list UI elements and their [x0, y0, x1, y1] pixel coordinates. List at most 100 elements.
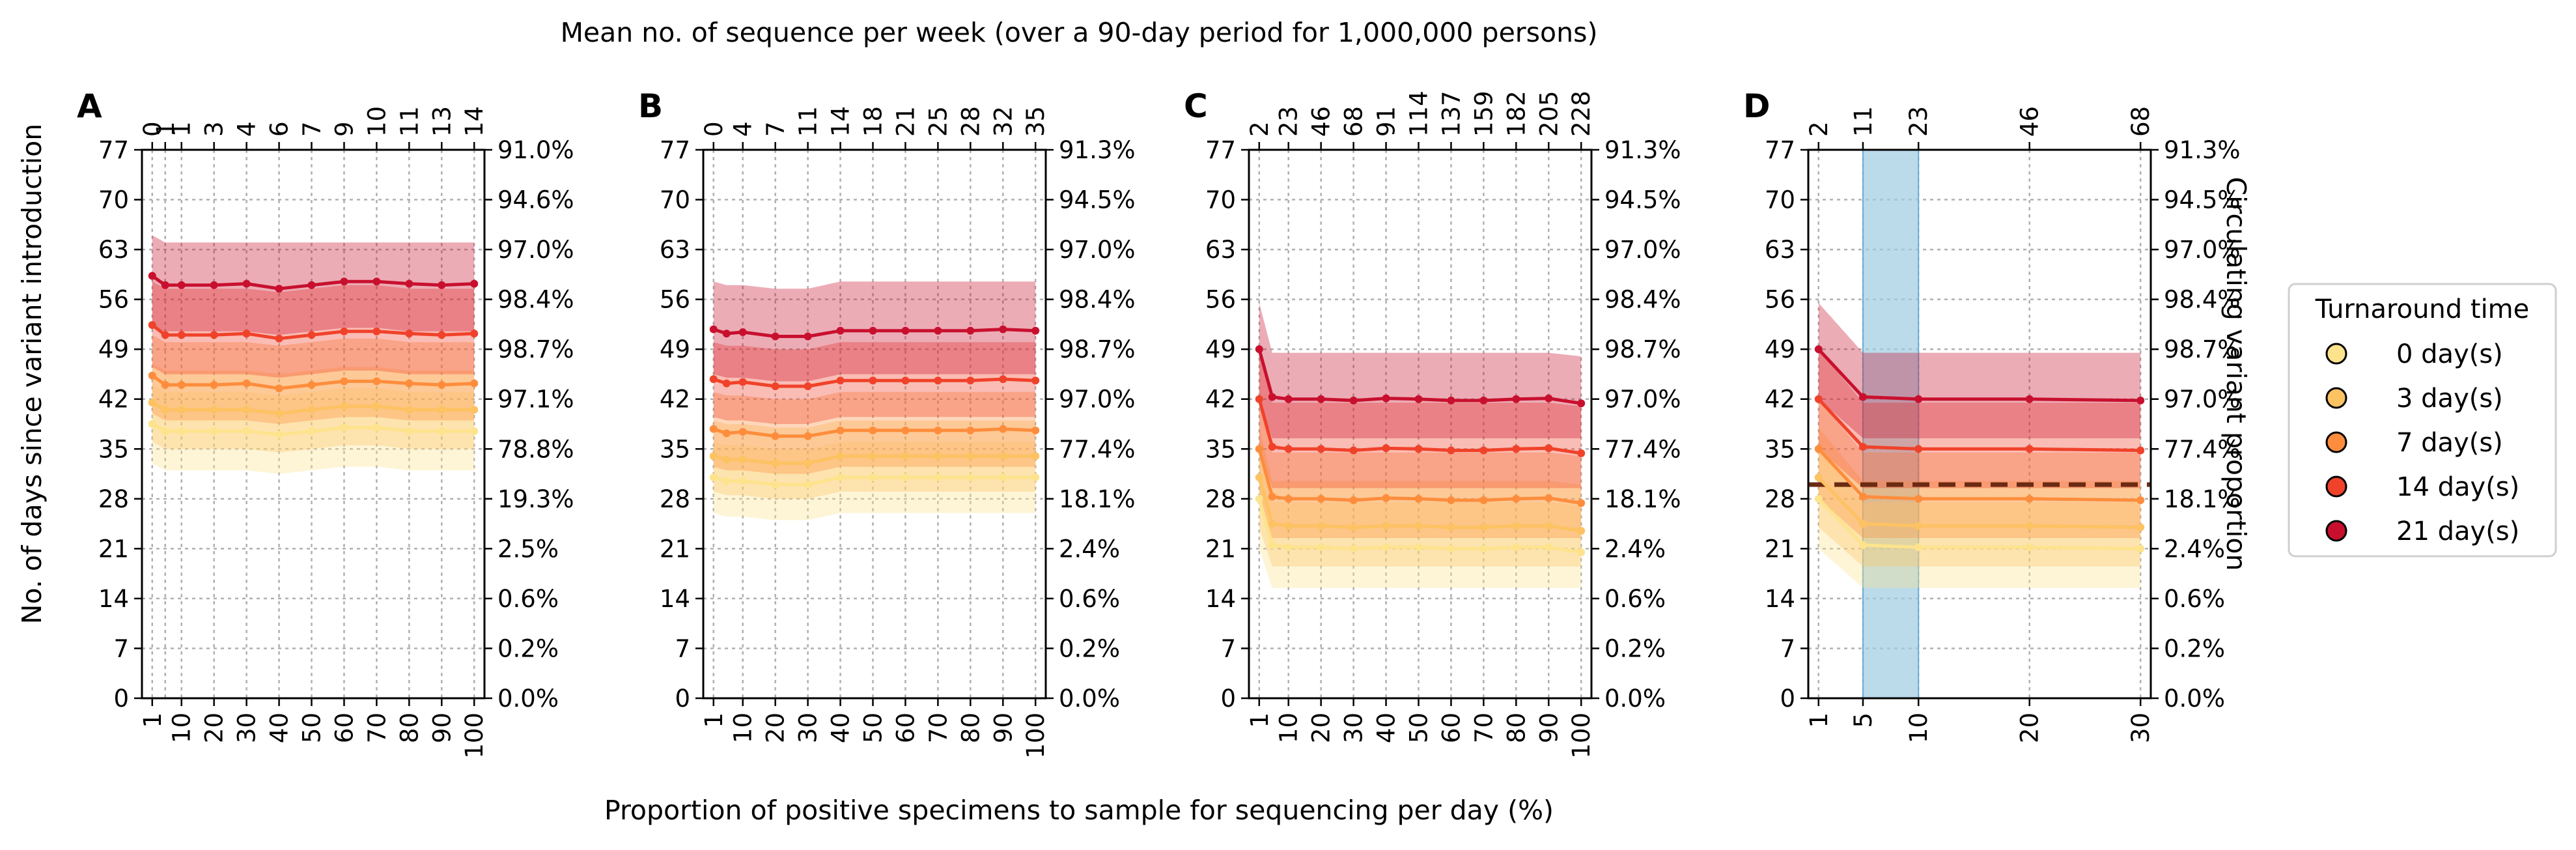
- panel-D-top-tick-label-0: 2: [1805, 121, 1833, 137]
- panel-B-point-3-5: [836, 376, 845, 385]
- panel-B-point-3-1: [722, 379, 731, 388]
- panel-D-point-4-4: [2136, 396, 2145, 404]
- panel-C-point-0-8: [1479, 545, 1488, 553]
- panel-A-y-tick-label-5: 35: [98, 435, 129, 463]
- legend-marker-2: [2325, 431, 2347, 453]
- panel-B-y-tick-label-5: 35: [660, 435, 690, 463]
- panel-B-y2-tick-label-6: 97.0%: [1059, 386, 1136, 414]
- panel-A-point-2-0: [148, 371, 156, 380]
- panel-B-point-0-4: [804, 480, 812, 489]
- panel-A-frame: [141, 149, 486, 700]
- legend-box: [2288, 283, 2557, 558]
- panel-B-y-tick-label-7: 49: [660, 335, 690, 363]
- panel-A-point-3-9: [405, 330, 413, 338]
- panel-C-top-tick-label-10: 228: [1567, 91, 1595, 137]
- panel-B-top-tick-label-4: 14: [827, 106, 855, 137]
- panel-B-point-1-9: [966, 452, 975, 460]
- panel-A-point-4-7: [340, 277, 348, 286]
- panel-A-y-tick-label-3: 21: [98, 535, 129, 563]
- panel-A-x-tick-label-7: 70: [363, 713, 391, 743]
- panel-A-point-2-3: [210, 380, 218, 389]
- panel-C-y2-tick-label-6: 97.0%: [1604, 386, 1681, 414]
- y-axis-title: No. of days since variant introduction: [16, 124, 48, 624]
- legend-entry-4: 21 day(s): [2396, 517, 2519, 546]
- panel-A-y-tick-label-7: 49: [98, 335, 129, 363]
- panel-A-point-3-11: [470, 330, 479, 338]
- panel-D-y-tick-label-1: 7: [1780, 634, 1795, 662]
- panel-D-y-tick-label-4: 28: [1765, 485, 1795, 513]
- panel-A-point-2-8: [372, 377, 381, 386]
- panel-C-point-3-0: [1255, 395, 1263, 403]
- panel-B-point-3-7: [901, 376, 910, 385]
- panel-B-point-1-3: [771, 459, 779, 468]
- panel-A-x-tick-label-1: 10: [168, 713, 196, 743]
- panel-C-point-3-7: [1447, 446, 1455, 455]
- panel-A-point-0-9: [405, 427, 413, 435]
- legend-marker-0: [2325, 343, 2347, 365]
- panel-B-point-0-1: [722, 477, 731, 485]
- panel-A-point-4-1: [161, 281, 169, 289]
- panel-A-band-3: [152, 281, 475, 378]
- panel-B-point-4-5: [836, 326, 845, 335]
- panel-D-point-1-0: [1814, 474, 1823, 482]
- panel-A-top-tick-label-3: 3: [201, 121, 229, 137]
- figure-title: Mean no. of sequence per week (over a 90…: [561, 17, 1598, 48]
- legend-entry-0: 0 day(s): [2396, 339, 2503, 369]
- panel-C-point-4-10: [1545, 394, 1553, 403]
- panel-A-point-2-10: [438, 380, 446, 389]
- panel-C-point-4-0: [1255, 345, 1263, 354]
- panel-A-top-tick-label-10: 13: [428, 106, 456, 137]
- panel-C-point-4-2: [1284, 395, 1293, 403]
- panel-A-y2-tick-label-4: 19.3%: [497, 485, 574, 513]
- panel-C-top-tick-label-1: 23: [1275, 106, 1303, 137]
- panel-C-point-0-11: [1577, 548, 1586, 556]
- panel-C: 07142128354249566370770.0%0.2%0.6%2.4%18…: [1184, 87, 1681, 759]
- panel-B-x-tick-label-7: 70: [924, 713, 952, 743]
- panel-C-point-3-3: [1317, 445, 1325, 453]
- panel-D-point-2-1: [1858, 492, 1867, 501]
- panel-D-band-3: [1818, 349, 2141, 489]
- panel-A-point-3-3: [210, 331, 218, 339]
- panel-C-y-tick-label-1: 7: [1220, 634, 1236, 662]
- panel-D-point-4-3: [2025, 395, 2034, 403]
- panel-A-y-tick-label-4: 28: [98, 485, 129, 513]
- panel-C-x-tick-label-8: 80: [1502, 713, 1530, 743]
- panel-D-point-0-0: [1814, 494, 1823, 503]
- panel-B-y2-tick-label-10: 94.5%: [1059, 186, 1136, 214]
- panel-D-highlight-band: [1862, 149, 1920, 699]
- panel-A-point-4-8: [372, 277, 381, 286]
- panel-C-x-tick-label-9: 90: [1535, 713, 1563, 743]
- panel-B-point-0-8: [934, 474, 942, 482]
- panel-C-point-2-5: [1382, 494, 1390, 502]
- panel-C-point-2-9: [1512, 494, 1520, 503]
- panel-D-y2-tick-label-5: 77.4%: [2164, 435, 2241, 463]
- panel-B-point-1-0: [709, 452, 718, 460]
- panel-B-point-3-3: [771, 382, 779, 391]
- panel-B-point-4-10: [999, 325, 1007, 333]
- panel-C-y-tick-label-5: 35: [1205, 435, 1236, 463]
- panel-D-y-tick-label-5: 35: [1765, 435, 1795, 463]
- panel-D-y2-tick-label-10: 94.5%: [2164, 186, 2241, 214]
- panel-C-point-4-5: [1382, 394, 1390, 403]
- panel-B-point-3-0: [709, 375, 718, 384]
- panel-C-top-tick-label-3: 68: [1340, 106, 1368, 137]
- panel-D-point-0-2: [1914, 543, 1923, 552]
- panel-B-x-tick-label-4: 40: [827, 713, 855, 743]
- panel-C-band-3: [1259, 349, 1582, 489]
- panel-C-point-3-6: [1414, 445, 1423, 453]
- panel-B-y2-tick-label-0: 0.0%: [1059, 685, 1120, 713]
- panel-B: 07142128354249566370770.0%0.2%0.6%2.4%18…: [638, 87, 1136, 759]
- panel-C-top-tick-label-6: 137: [1437, 91, 1465, 137]
- panel-A-point-2-1: [161, 380, 169, 389]
- panel-C-point-0-4: [1349, 545, 1358, 553]
- panel-A-point-0-0: [148, 420, 156, 428]
- panel-B-point-0-5: [836, 474, 845, 482]
- panel-B-point-0-7: [901, 474, 910, 482]
- panel-C-x-tick-label-2: 20: [1308, 713, 1336, 743]
- panel-A-point-1-3: [210, 406, 218, 414]
- panel-D-y2-tick-label-0: 0.0%: [2164, 685, 2225, 713]
- panel-D-y-tick-label-2: 14: [1765, 585, 1795, 613]
- panel-C-top-tick-label-2: 46: [1308, 106, 1336, 137]
- panel-B-y-tick-label-11: 77: [660, 136, 690, 164]
